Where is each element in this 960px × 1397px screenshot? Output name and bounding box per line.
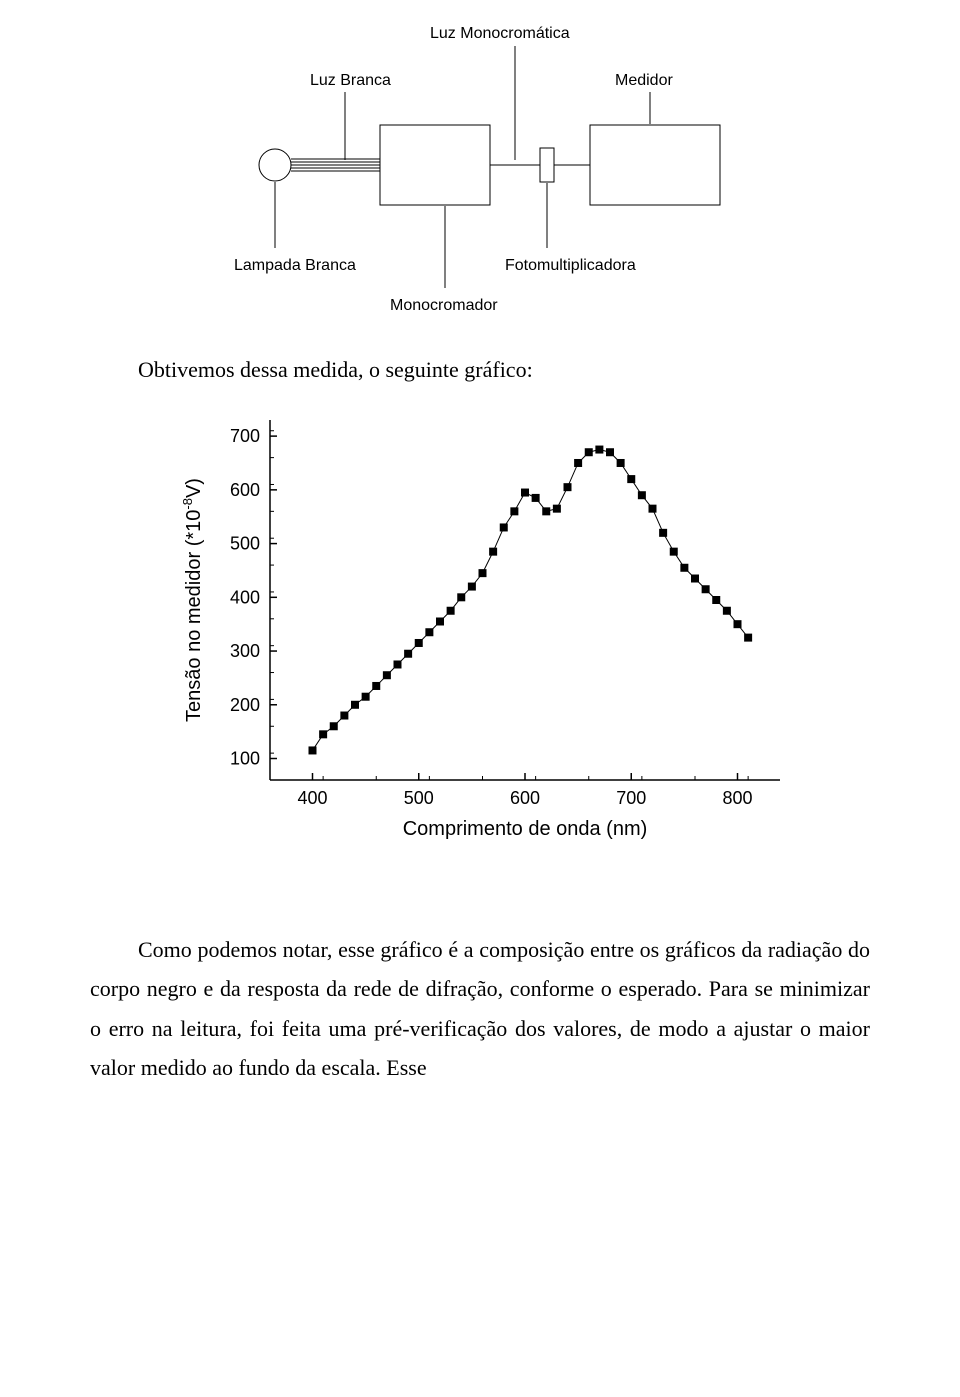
svg-text:500: 500 [404, 788, 434, 808]
svg-text:500: 500 [230, 533, 260, 553]
chart-container: 400 500 600 700 800 100 200 300 400 500 600 700 Comp… [90, 400, 870, 860]
svg-text:700: 700 [616, 788, 646, 808]
svg-text:800: 800 [722, 788, 752, 808]
svg-text:600: 600 [510, 788, 540, 808]
svg-text:400: 400 [230, 587, 260, 607]
svg-text:700: 700 [230, 426, 260, 446]
svg-text:Fotomultiplicadora: Fotomultiplicadora [505, 257, 636, 274]
svg-text:200: 200 [230, 694, 260, 714]
svg-text:300: 300 [230, 641, 260, 661]
intro-text: Obtivemos dessa medida, o seguinte gráfi… [90, 350, 870, 390]
svg-text:Comprimento de onda (nm): Comprimento de onda (nm) [403, 818, 648, 840]
svg-text:Medidor: Medidor [615, 72, 673, 89]
block-diagram-container: Lampada Branca Luz Branca Monocromador Luz … [90, 0, 870, 350]
svg-text:Tensão no medidor (*10-8V): Tensão no medidor (*10-8V) [180, 478, 205, 722]
svg-text:Luz Monocromática: Luz Monocromática [430, 25, 570, 42]
svg-text:Monocromador: Monocromador [390, 297, 498, 314]
paragraph-1: Como podemos notar, esse gráfico é a com… [90, 930, 870, 1088]
body-paragraph: Como podemos notar, esse gráfico é a com… [90, 930, 870, 1088]
page: Lampada Branca Luz Branca Monocromador Luz … [0, 0, 960, 1136]
svg-text:400: 400 [297, 788, 327, 808]
svg-text:100: 100 [230, 748, 260, 768]
intro-paragraph: Obtivemos dessa medida, o seguinte gráfi… [90, 350, 870, 390]
svg-text:Luz Branca: Luz Branca [310, 72, 391, 89]
svg-text:Lampada Branca: Lampada Branca [234, 257, 356, 274]
block-diagram: Lampada Branca Luz Branca Monocromador Luz … [210, 10, 750, 320]
voltage-vs-wavelength-chart: 400 500 600 700 800 100 200 300 400 500 600 700 Comp… [160, 400, 800, 860]
svg-text:600: 600 [230, 479, 260, 499]
